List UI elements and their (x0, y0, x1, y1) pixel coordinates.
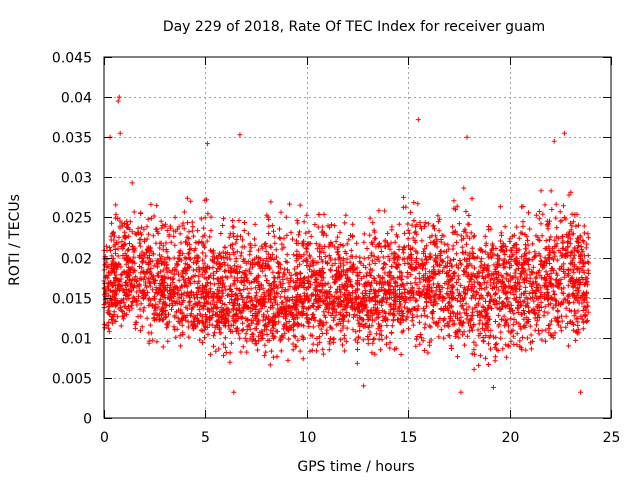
y-tick-label: 0.025 (52, 211, 92, 227)
x-tick-label: 10 (299, 430, 317, 446)
y-tick-label: 0.01 (61, 332, 92, 348)
chart-title: Day 229 of 2018, Rate Of TEC Index for r… (163, 19, 545, 35)
y-tick-label: 0.04 (61, 91, 92, 107)
plot-area-frame (103, 56, 612, 419)
x-tick-label: 0 (100, 430, 109, 446)
y-tick-label: 0.045 (52, 51, 92, 67)
x-axis-title: GPS time / hours (297, 459, 414, 475)
y-tick-label: 0 (83, 412, 92, 428)
x-tick-label: 15 (400, 430, 418, 446)
roti-data-points (101, 94, 591, 395)
y-tick-label: 0.035 (52, 131, 92, 147)
y-tick-label: 0.02 (61, 252, 92, 268)
data-points (101, 94, 591, 395)
x-tick-label: 20 (502, 430, 520, 446)
x-tick-label: 25 (603, 430, 621, 446)
y-tick-label: 0.005 (52, 372, 92, 388)
y-tick-label: 0.015 (52, 292, 92, 308)
axis-ticks: 0 0.005 0.01 0.015 0.02 0.025 0.03 0.035 0.04 0.0… (52, 51, 621, 447)
y-tick-label: 0.03 (61, 171, 92, 187)
y-axis-title: ROTI / TECUs (7, 194, 23, 286)
x-tick-label: 5 (201, 430, 210, 446)
